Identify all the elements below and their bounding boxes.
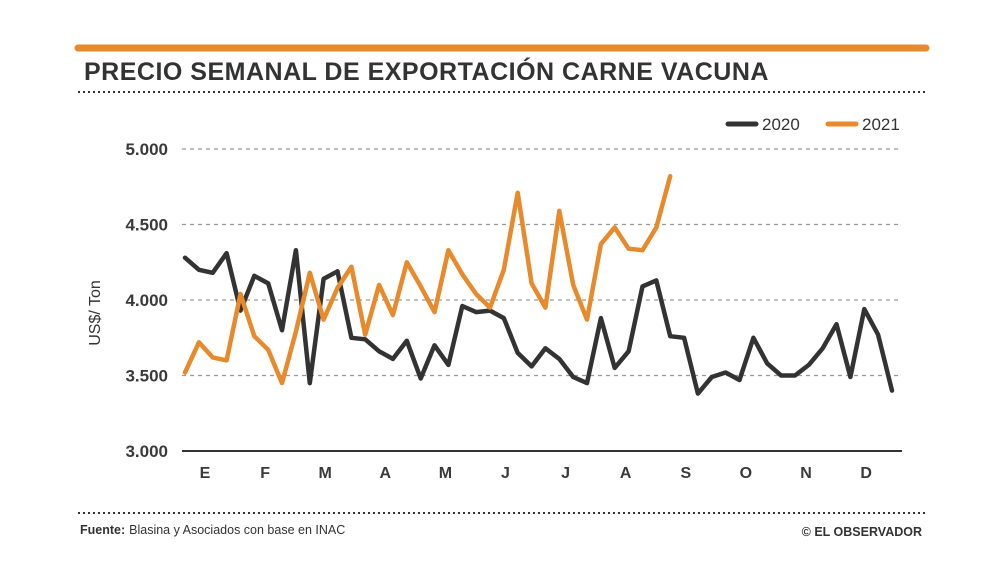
chart-title: PRECIO SEMANAL DE EXPORTACIÓN CARNE VACU… [84,56,769,86]
source-note: Fuente: Blasina y Asociados con base en I… [80,523,345,537]
series-lines [182,173,895,396]
credit: © EL OBSERVADOR [802,525,922,539]
y-tick-label: 3.500 [125,367,168,386]
x-tick-label: J [501,465,510,482]
legend-label-2021: 2021 [862,115,900,134]
y-tick-label: 5.000 [125,140,168,159]
y-tick-label: 4.500 [125,216,168,235]
y-tick-label: 4.000 [125,291,168,310]
x-tick-label: M [319,465,332,482]
source-label: Fuente: [80,523,125,537]
y-axis-label: US$/ Ton [87,280,104,346]
x-tick-label: A [620,465,632,482]
x-tick-label: D [860,465,872,482]
x-tick-label: F [260,465,270,482]
source-text: Blasina y Asociados con base en INAC [129,523,345,537]
x-tick-label: S [680,465,691,482]
x-tick-label: A [380,465,392,482]
legend-label-2020: 2020 [762,115,800,134]
legend: 2020 2021 [725,115,900,134]
x-tick-label: N [800,465,812,482]
x-tick-label: J [561,465,570,482]
series-line-2020 [182,247,895,396]
x-tick-label: E [200,465,211,482]
y-axis-ticks: 3.000 3.500 4.000 4.500 5.000 [125,140,168,461]
series-line-2021 [182,173,673,386]
x-tick-label: O [740,465,752,482]
x-tick-label: M [439,465,452,482]
y-tick-label: 3.000 [125,442,168,461]
